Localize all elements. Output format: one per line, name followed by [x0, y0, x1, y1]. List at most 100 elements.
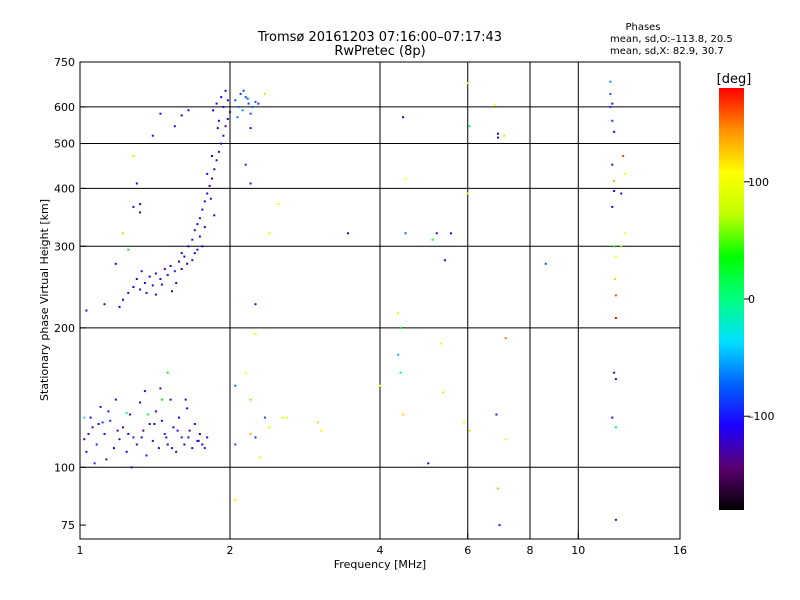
data-point-154: [257, 102, 260, 105]
x-tick-label-4: 8: [527, 544, 534, 557]
data-point-178: [379, 384, 381, 387]
data-point-42: [87, 433, 90, 435]
data-point-57: [171, 447, 173, 450]
y-tick-label-0: 75: [61, 519, 75, 532]
data-point-100: [220, 96, 223, 99]
data-point-172: [254, 333, 257, 335]
data-point-228: [622, 155, 625, 157]
data-point-75: [166, 274, 169, 277]
colorbar-tick-label-0: 100: [748, 176, 769, 189]
data-point-95: [222, 134, 225, 137]
data-point-130: [135, 182, 138, 185]
data-point-147: [247, 102, 250, 105]
data-point-32: [183, 443, 186, 446]
data-point-213: [611, 119, 614, 122]
data-point-11: [118, 438, 121, 441]
data-point-90: [211, 177, 213, 180]
data-point-162: [254, 436, 257, 439]
data-point-159: [244, 163, 247, 166]
data-point-52: [197, 439, 200, 442]
data-point-107: [203, 226, 206, 229]
data-point-71: [151, 284, 154, 287]
data-point-190: [431, 238, 434, 241]
data-point-28: [172, 426, 175, 429]
data-point-145: [241, 109, 244, 112]
data-point-217: [613, 190, 616, 192]
data-point-30: [178, 416, 180, 419]
data-point-67: [135, 278, 138, 280]
data-point-35: [191, 447, 194, 450]
data-point-69: [143, 282, 146, 284]
data-point-197: [466, 82, 469, 85]
data-point-82: [191, 238, 194, 241]
data-point-144: [239, 92, 242, 95]
data-point-50: [176, 429, 179, 432]
data-point-60: [147, 413, 150, 416]
data-point-83: [193, 229, 196, 232]
data-point-167: [234, 384, 237, 387]
data-point-115: [140, 270, 143, 273]
data-point-138: [85, 309, 88, 312]
data-point-55: [143, 390, 146, 393]
colorbar-unit-label: [deg]: [717, 72, 752, 87]
data-point-99: [215, 102, 218, 105]
data-point-216: [613, 180, 616, 182]
data-point-91: [213, 168, 216, 171]
data-point-151: [242, 89, 245, 92]
data-point-193: [449, 232, 452, 235]
data-point-1: [85, 450, 88, 453]
colorbar-tick-label-2: –100: [748, 410, 775, 423]
y-axis-label: Stationary phase Virtual Height [km]: [38, 199, 51, 401]
data-point-12: [122, 426, 124, 429]
data-point-202: [503, 134, 506, 137]
data-point-31: [180, 436, 183, 439]
data-point-43: [97, 423, 100, 425]
data-point-221: [614, 294, 617, 297]
grid-lines: [80, 62, 680, 539]
data-point-179: [399, 326, 402, 329]
data-point-81: [187, 245, 190, 248]
data-point-171: [234, 498, 237, 501]
data-point-143: [237, 105, 240, 108]
data-point-25: [163, 433, 166, 435]
data-point-230: [623, 232, 626, 235]
x-tick-label-2: 4: [377, 544, 384, 557]
data-point-38: [198, 433, 201, 435]
data-point-146: [244, 96, 247, 99]
data-point-220: [614, 255, 617, 258]
chart-subtitle: RwPretec (8p): [334, 44, 425, 59]
data-point-122: [222, 105, 225, 108]
data-point-133: [139, 211, 142, 214]
data-point-105: [213, 214, 216, 217]
data-point-155: [263, 92, 266, 95]
chart-title: Tromsø 20161203 07:16:00–07:17:43: [257, 30, 502, 45]
data-point-126: [180, 114, 183, 117]
data-point-104: [209, 197, 212, 200]
data-point-18: [142, 429, 145, 432]
data-point-187: [443, 259, 446, 262]
data-point-174: [277, 203, 280, 206]
data-point-229: [623, 172, 626, 175]
data-point-128: [173, 125, 176, 128]
data-point-136: [122, 298, 124, 301]
data-point-40: [203, 447, 206, 450]
data-point-7: [105, 458, 108, 461]
x-axis-label: Frequency [MHz]: [334, 558, 426, 571]
data-point-209: [609, 80, 612, 83]
data-point-165: [281, 416, 284, 419]
data-point-26: [166, 443, 169, 446]
data-point-44: [107, 410, 110, 413]
data-point-206: [498, 524, 501, 527]
data-point-123: [226, 99, 229, 102]
x-tick-label-0: 1: [77, 544, 84, 557]
data-point-185: [404, 232, 407, 235]
y-tick-label-4: 400: [54, 182, 75, 195]
data-point-219: [613, 245, 616, 248]
data-point-223: [613, 371, 616, 374]
data-point-53: [93, 462, 96, 465]
data-point-62: [160, 398, 163, 401]
data-point-113: [160, 283, 163, 286]
data-point-112: [175, 282, 178, 284]
data-point-132: [132, 205, 135, 208]
